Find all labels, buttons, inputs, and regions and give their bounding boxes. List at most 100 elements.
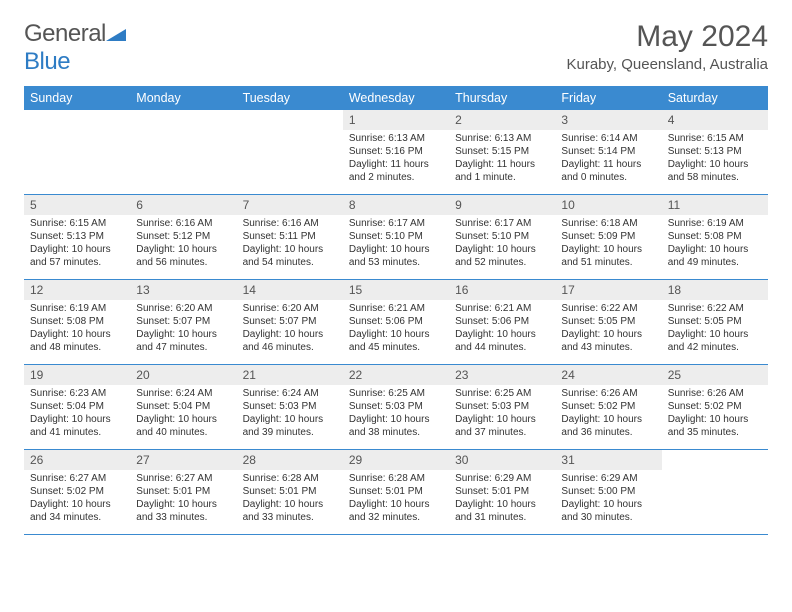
sunrise-line: Sunrise: 6:28 AM: [243, 472, 337, 485]
day-number: 21: [237, 365, 343, 385]
sunset-line: Sunset: 5:10 PM: [455, 230, 549, 243]
sunset-line: Sunset: 5:06 PM: [455, 315, 549, 328]
sunrise-line: Sunrise: 6:28 AM: [349, 472, 443, 485]
daylight-line: Daylight: 10 hours and 46 minutes.: [243, 328, 337, 354]
day-number: 25: [662, 365, 768, 385]
weekday-header: Monday: [130, 86, 236, 110]
daylight-line: Daylight: 10 hours and 54 minutes.: [243, 243, 337, 269]
day-number: 16: [449, 280, 555, 300]
day-content: Sunrise: 6:27 AMSunset: 5:01 PMDaylight:…: [130, 470, 236, 528]
calendar-cell: 3Sunrise: 6:14 AMSunset: 5:14 PMDaylight…: [555, 110, 661, 195]
day-number: 24: [555, 365, 661, 385]
day-content: Sunrise: 6:23 AMSunset: 5:04 PMDaylight:…: [24, 385, 130, 443]
day-content: Sunrise: 6:16 AMSunset: 5:11 PMDaylight:…: [237, 215, 343, 273]
logo-triangle-icon: [106, 20, 126, 48]
sunrise-line: Sunrise: 6:18 AM: [561, 217, 655, 230]
daylight-line: Daylight: 10 hours and 45 minutes.: [349, 328, 443, 354]
sunrise-line: Sunrise: 6:16 AM: [243, 217, 337, 230]
weekday-header: Friday: [555, 86, 661, 110]
day-number: 28: [237, 450, 343, 470]
sunset-line: Sunset: 5:16 PM: [349, 145, 443, 158]
sunrise-line: Sunrise: 6:25 AM: [455, 387, 549, 400]
sunset-line: Sunset: 5:05 PM: [668, 315, 762, 328]
day-content: Sunrise: 6:21 AMSunset: 5:06 PMDaylight:…: [343, 300, 449, 358]
calendar-cell: 21Sunrise: 6:24 AMSunset: 5:03 PMDayligh…: [237, 365, 343, 450]
sunrise-line: Sunrise: 6:24 AM: [136, 387, 230, 400]
calendar-week-row: 1Sunrise: 6:13 AMSunset: 5:16 PMDaylight…: [24, 110, 768, 195]
day-content: Sunrise: 6:28 AMSunset: 5:01 PMDaylight:…: [237, 470, 343, 528]
sunset-line: Sunset: 5:06 PM: [349, 315, 443, 328]
daylight-line: Daylight: 10 hours and 38 minutes.: [349, 413, 443, 439]
day-content: Sunrise: 6:15 AMSunset: 5:13 PMDaylight:…: [662, 130, 768, 188]
day-number: 8: [343, 195, 449, 215]
calendar-week-row: 26Sunrise: 6:27 AMSunset: 5:02 PMDayligh…: [24, 450, 768, 535]
daylight-line: Daylight: 10 hours and 30 minutes.: [561, 498, 655, 524]
day-number: 23: [449, 365, 555, 385]
day-number: 27: [130, 450, 236, 470]
daylight-line: Daylight: 10 hours and 41 minutes.: [30, 413, 124, 439]
sunset-line: Sunset: 5:00 PM: [561, 485, 655, 498]
daylight-line: Daylight: 10 hours and 58 minutes.: [668, 158, 762, 184]
logo-part1: General: [24, 20, 106, 47]
daylight-line: Daylight: 10 hours and 39 minutes.: [243, 413, 337, 439]
sunrise-line: Sunrise: 6:21 AM: [349, 302, 443, 315]
sunrise-line: Sunrise: 6:16 AM: [136, 217, 230, 230]
calendar-cell: 11Sunrise: 6:19 AMSunset: 5:08 PMDayligh…: [662, 195, 768, 280]
daylight-line: Daylight: 11 hours and 1 minute.: [455, 158, 549, 184]
location: Kuraby, Queensland, Australia: [566, 56, 768, 73]
sunset-line: Sunset: 5:08 PM: [30, 315, 124, 328]
calendar-table: SundayMondayTuesdayWednesdayThursdayFrid…: [24, 86, 768, 535]
sunrise-line: Sunrise: 6:17 AM: [455, 217, 549, 230]
day-content: Sunrise: 6:24 AMSunset: 5:04 PMDaylight:…: [130, 385, 236, 443]
daylight-line: Daylight: 10 hours and 49 minutes.: [668, 243, 762, 269]
day-number: 13: [130, 280, 236, 300]
daylight-line: Daylight: 10 hours and 43 minutes.: [561, 328, 655, 354]
calendar-cell: 27Sunrise: 6:27 AMSunset: 5:01 PMDayligh…: [130, 450, 236, 535]
daylight-line: Daylight: 10 hours and 56 minutes.: [136, 243, 230, 269]
sunrise-line: Sunrise: 6:13 AM: [349, 132, 443, 145]
day-content: Sunrise: 6:26 AMSunset: 5:02 PMDaylight:…: [662, 385, 768, 443]
calendar-body: 1Sunrise: 6:13 AMSunset: 5:16 PMDaylight…: [24, 110, 768, 535]
sunrise-line: Sunrise: 6:13 AM: [455, 132, 549, 145]
day-content: Sunrise: 6:17 AMSunset: 5:10 PMDaylight:…: [343, 215, 449, 273]
calendar-cell: 28Sunrise: 6:28 AMSunset: 5:01 PMDayligh…: [237, 450, 343, 535]
calendar-cell: 18Sunrise: 6:22 AMSunset: 5:05 PMDayligh…: [662, 280, 768, 365]
day-number: 11: [662, 195, 768, 215]
calendar-cell: 23Sunrise: 6:25 AMSunset: 5:03 PMDayligh…: [449, 365, 555, 450]
sunset-line: Sunset: 5:03 PM: [243, 400, 337, 413]
sunset-line: Sunset: 5:15 PM: [455, 145, 549, 158]
calendar-cell: 16Sunrise: 6:21 AMSunset: 5:06 PMDayligh…: [449, 280, 555, 365]
calendar-week-row: 19Sunrise: 6:23 AMSunset: 5:04 PMDayligh…: [24, 365, 768, 450]
sunrise-line: Sunrise: 6:14 AM: [561, 132, 655, 145]
day-number: 14: [237, 280, 343, 300]
calendar-cell: 4Sunrise: 6:15 AMSunset: 5:13 PMDaylight…: [662, 110, 768, 195]
calendar-cell: 12Sunrise: 6:19 AMSunset: 5:08 PMDayligh…: [24, 280, 130, 365]
calendar-cell: 7Sunrise: 6:16 AMSunset: 5:11 PMDaylight…: [237, 195, 343, 280]
sunrise-line: Sunrise: 6:17 AM: [349, 217, 443, 230]
sunrise-line: Sunrise: 6:26 AM: [561, 387, 655, 400]
daylight-line: Daylight: 10 hours and 33 minutes.: [136, 498, 230, 524]
calendar-cell: 30Sunrise: 6:29 AMSunset: 5:01 PMDayligh…: [449, 450, 555, 535]
title-block: May 2024 Kuraby, Queensland, Australia: [566, 20, 768, 73]
daylight-line: Daylight: 10 hours and 47 minutes.: [136, 328, 230, 354]
day-content: Sunrise: 6:20 AMSunset: 5:07 PMDaylight:…: [130, 300, 236, 358]
sunrise-line: Sunrise: 6:22 AM: [668, 302, 762, 315]
sunset-line: Sunset: 5:09 PM: [561, 230, 655, 243]
day-number: 22: [343, 365, 449, 385]
calendar-cell: 17Sunrise: 6:22 AMSunset: 5:05 PMDayligh…: [555, 280, 661, 365]
day-content: Sunrise: 6:20 AMSunset: 5:07 PMDaylight:…: [237, 300, 343, 358]
daylight-line: Daylight: 10 hours and 57 minutes.: [30, 243, 124, 269]
weekday-header: Saturday: [662, 86, 768, 110]
sunrise-line: Sunrise: 6:19 AM: [668, 217, 762, 230]
day-content: Sunrise: 6:27 AMSunset: 5:02 PMDaylight:…: [24, 470, 130, 528]
sunset-line: Sunset: 5:07 PM: [243, 315, 337, 328]
day-content: Sunrise: 6:24 AMSunset: 5:03 PMDaylight:…: [237, 385, 343, 443]
day-number: 10: [555, 195, 661, 215]
header: GeneralBlue May 2024 Kuraby, Queensland,…: [24, 20, 768, 76]
calendar-cell: 6Sunrise: 6:16 AMSunset: 5:12 PMDaylight…: [130, 195, 236, 280]
day-number: 15: [343, 280, 449, 300]
daylight-line: Daylight: 10 hours and 40 minutes.: [136, 413, 230, 439]
daylight-line: Daylight: 11 hours and 0 minutes.: [561, 158, 655, 184]
sunrise-line: Sunrise: 6:29 AM: [561, 472, 655, 485]
calendar-header-row: SundayMondayTuesdayWednesdayThursdayFrid…: [24, 86, 768, 110]
